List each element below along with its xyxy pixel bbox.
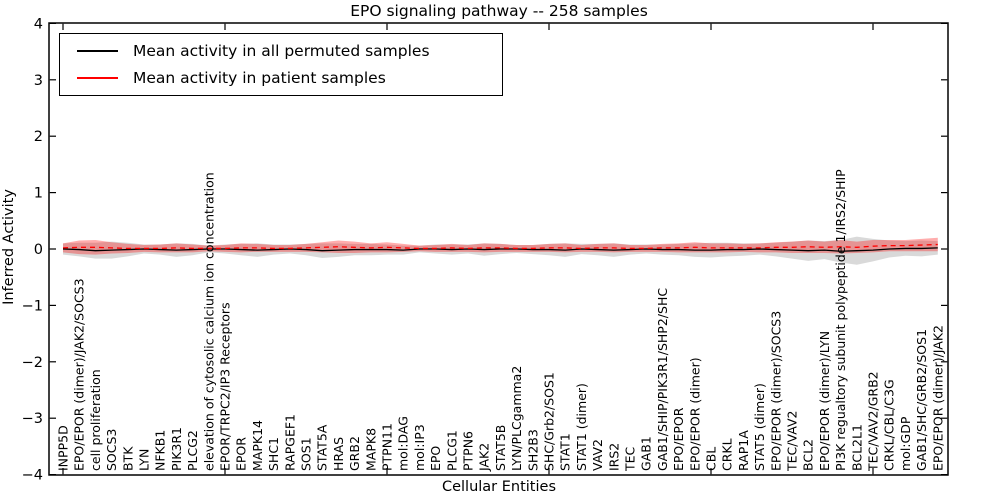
entity-label: EPO/EPOR (dimer)/JAK2/SOCS3 (72, 278, 87, 471)
entity-label: CRKL (720, 438, 735, 471)
legend-entry-patient: Mean activity in patient samples (60, 69, 502, 87)
entity-label: JAK2 (477, 443, 492, 472)
entity-label: SHC1 (266, 437, 281, 471)
y-tick-label: 1 (34, 186, 43, 202)
entity-label: INPP5D (56, 425, 71, 471)
permuted-std-band (63, 236, 938, 265)
entity-label: BCL2 (801, 439, 816, 471)
y-tick-label: −2 (22, 355, 43, 371)
legend-label-patient: Mean activity in patient samples (133, 68, 386, 87)
entity-label: PTPN11 (380, 423, 395, 471)
entity-label: MAPK8 (363, 428, 378, 471)
legend-label-permuted: Mean activity in all permuted samples (133, 42, 430, 61)
patient-line-swatch (77, 76, 118, 79)
entity-label: PIK3R1 (169, 427, 184, 471)
entity-label: SOCS3 (104, 429, 119, 471)
patient-mean-line (62, 243, 938, 250)
entity-label: EPO/EPOR (dimer)/JAK2 (930, 325, 945, 471)
entity-label: EPO/EPOR (dimer)/SOCS3 (768, 311, 783, 471)
entity-label: EPO (428, 446, 443, 471)
entity-label: PLCG2 (185, 430, 200, 471)
y-tick-label: −1 (22, 298, 43, 314)
entity-label: GAB1/SHC/GRB2/SOS1 (914, 329, 929, 471)
entity-label: CRKL/CBL/C3G (882, 379, 897, 471)
entity-label: mol:DAG (396, 416, 411, 471)
entity-label: SOS1 (299, 437, 314, 471)
entity-label: STAT5A (315, 424, 330, 471)
entity-label: RAPGEF1 (282, 414, 297, 471)
entity-label: LYN (137, 449, 152, 471)
plot-frame (48, 22, 949, 476)
entity-label: GAB1 (639, 436, 654, 471)
entity-label: RAP1A (736, 430, 751, 471)
entity-label: EPOR (234, 437, 249, 471)
entity-label: CBL (704, 447, 719, 471)
legend: Mean activity in all permuted samples Me… (59, 33, 503, 96)
y-tick-label: 2 (34, 129, 43, 145)
entity-label: cell proliferation (88, 369, 103, 471)
entity-label: IRS2 (606, 443, 621, 471)
y-tick-label: 0 (34, 242, 43, 258)
entity-label: GRB2 (347, 436, 362, 471)
chart-title: EPO signaling pathway -- 258 samples (350, 2, 648, 20)
entity-label: STAT5B (493, 425, 508, 471)
entity-label: EPO/EPOR (dimer) (687, 357, 702, 471)
y-tick-label: −4 (22, 468, 43, 484)
entity-label: PI3K regualtory subunit polypeptide 1/IR… (833, 169, 848, 471)
entity-label: SHC/Grb2/SOS1 (542, 372, 557, 471)
entity-label: mol:IP3 (412, 424, 427, 471)
entity-label: BCL2L1 (849, 424, 864, 471)
entity-label: EPO/EPOR (671, 407, 686, 471)
y-tick-label: 4 (34, 16, 43, 32)
x-axis-label: Cellular Entities (441, 479, 557, 495)
entity-label: PTPN6 (461, 431, 476, 471)
entity-label: EPOR/TRPC2/IP3 Receptors (218, 302, 233, 471)
entity-label: SH2B3 (525, 429, 540, 471)
entity-label: LYN/PLCgamma2 (509, 366, 524, 471)
entity-label: GAB1/SHIP/PIK3R1/SHP2/SHC (655, 288, 670, 471)
legend-entry-permuted: Mean activity in all permuted samples (60, 42, 502, 60)
entity-label: BTK (120, 446, 135, 471)
entity-label: TEC/VAV2 (785, 411, 800, 472)
entity-label: HRAS (331, 437, 346, 471)
entity-label: STAT1 (558, 433, 573, 471)
entity-label: EPO/EPOR (dimer)/LYN (817, 331, 832, 471)
y-tick-label: 3 (34, 73, 43, 89)
entity-label: mol:GDP (898, 416, 913, 471)
entity-label: VAV2 (590, 439, 605, 471)
permuted-line-swatch (77, 50, 118, 53)
entity-label: STAT1 (dimer) (574, 383, 589, 471)
entity-label: TEC (623, 446, 638, 472)
entity-label: elevation of cytosolic calcium ion conce… (201, 172, 216, 471)
entity-label: STAT5 (dimer) (752, 383, 767, 471)
entity-label: TEC/VAV2/GRB2 (866, 371, 881, 472)
entity-label: PLCG1 (444, 430, 459, 471)
entity-label: MAPK14 (250, 420, 265, 471)
y-tick-label: −3 (22, 411, 43, 427)
entity-label: NFKB1 (153, 430, 168, 471)
